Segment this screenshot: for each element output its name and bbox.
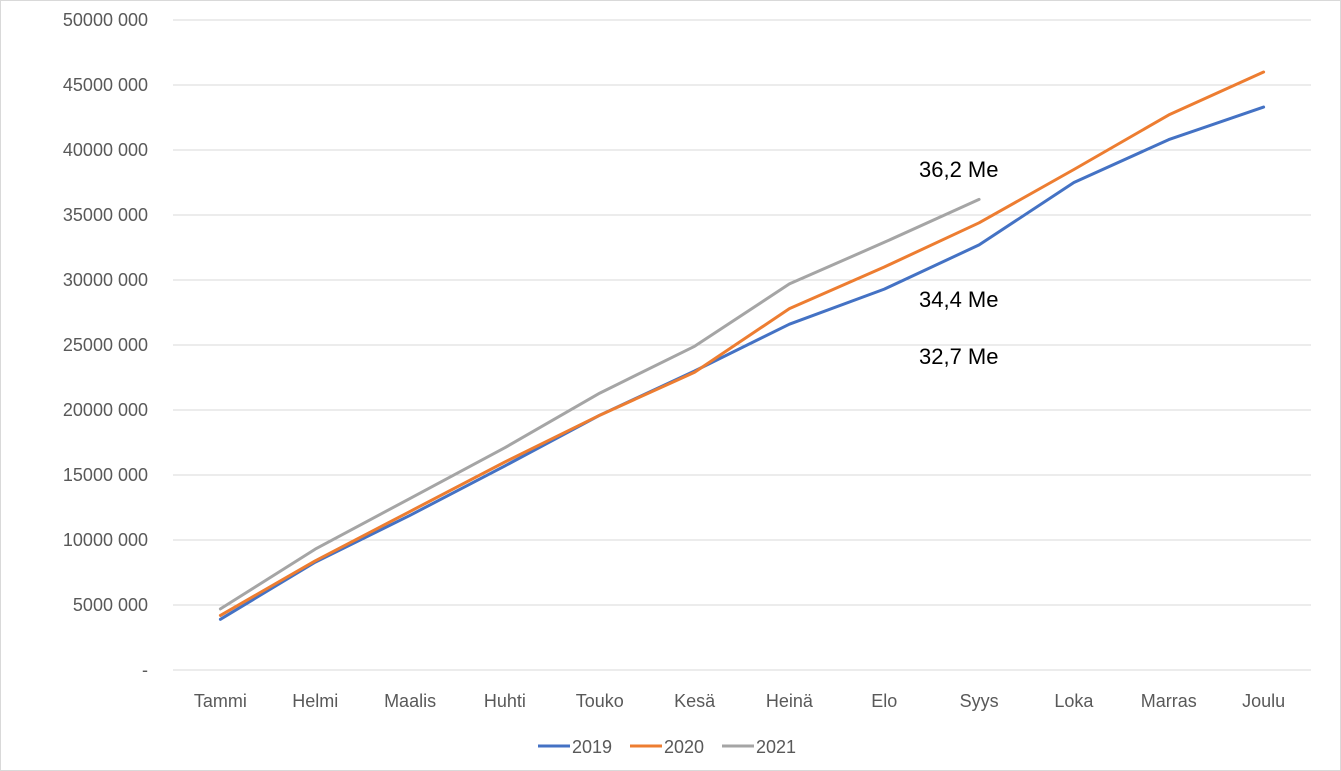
x-tick-label: Loka xyxy=(1054,691,1094,711)
y-tick-label: 40000 000 xyxy=(63,140,148,160)
y-tick-label: 30000 000 xyxy=(63,270,148,290)
x-tick-label: Kesä xyxy=(674,691,716,711)
y-axis-ticks: - 5000 000 10000 000 15000 000 20000 000 2500… xyxy=(63,10,148,680)
x-tick-label: Joulu xyxy=(1242,691,1285,711)
y-tick-label: 10000 000 xyxy=(63,530,148,550)
y-tick-label: 5000 000 xyxy=(73,595,148,615)
x-axis-ticks: Tammi Helmi Maalis Huhti Touko Kesä Heinä Elo Sy… xyxy=(194,691,1285,711)
gridlines xyxy=(173,19,1311,671)
x-tick-label: Huhti xyxy=(484,691,526,711)
y-tick-label: 50000 000 xyxy=(63,10,148,30)
series-lines xyxy=(218,70,1266,621)
data-label-2020: 34,4 Me xyxy=(919,287,999,312)
x-tick-label: Heinä xyxy=(766,691,814,711)
legend: 2019 2020 2021 xyxy=(538,737,796,757)
y-tick-label: 45000 000 xyxy=(63,75,148,95)
y-tick-label: 25000 000 xyxy=(63,335,148,355)
legend-label-2019: 2019 xyxy=(572,737,612,757)
x-tick-label: Elo xyxy=(871,691,897,711)
x-tick-label: Marras xyxy=(1141,691,1197,711)
legend-label-2021: 2021 xyxy=(756,737,796,757)
y-tick-label: 20000 000 xyxy=(63,400,148,420)
data-label-2019: 32,7 Me xyxy=(919,344,999,369)
legend-label-2020: 2020 xyxy=(664,737,704,757)
x-tick-label: Tammi xyxy=(194,691,247,711)
y-tick-label: 35000 000 xyxy=(63,205,148,225)
x-tick-label: Helmi xyxy=(292,691,338,711)
x-tick-label: Touko xyxy=(576,691,624,711)
series-line-2020 xyxy=(218,70,1266,617)
series-line-2019 xyxy=(218,105,1266,621)
y-tick-label: 15000 000 xyxy=(63,465,148,485)
annotations: 36,2 Me 34,4 Me 32,7 Me xyxy=(919,157,999,369)
data-label-2021: 36,2 Me xyxy=(919,157,999,182)
x-tick-label: Maalis xyxy=(384,691,436,711)
x-tick-label: Syys xyxy=(960,691,999,711)
y-tick-label: - xyxy=(142,660,148,680)
series-line-2021 xyxy=(218,197,981,611)
